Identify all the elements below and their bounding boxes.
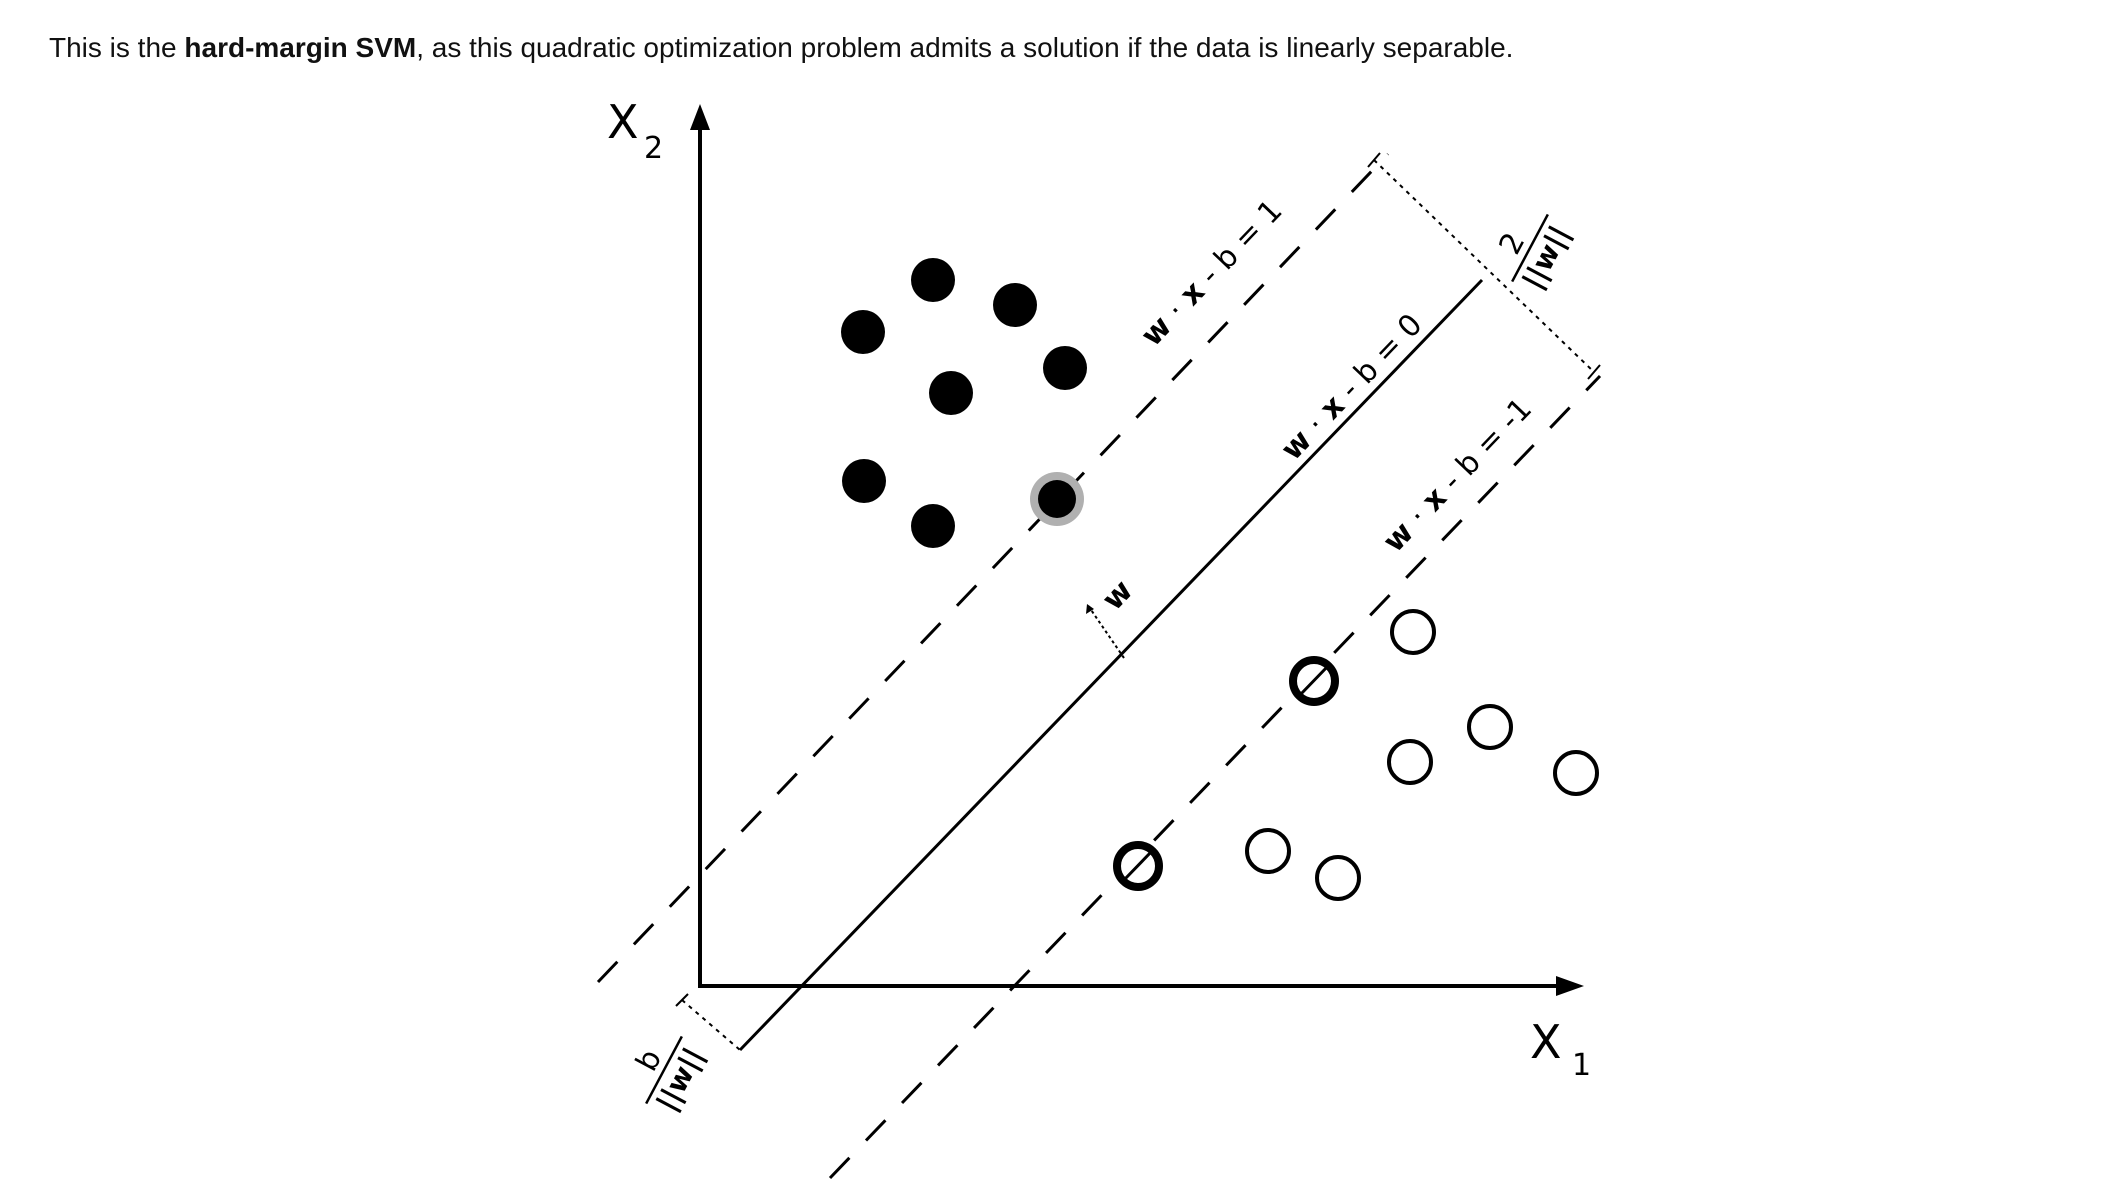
margin-width-fraction-bar xyxy=(1511,213,1549,283)
normal-vector-arrow-icon xyxy=(1086,604,1094,614)
hyperplane-label-rest: - b = 0 xyxy=(1327,307,1430,412)
positive-point xyxy=(842,459,886,503)
y-axis-arrow-icon xyxy=(690,104,710,130)
hyperplane-label: w · x - b = 0 xyxy=(1274,307,1429,467)
decision-hyperplane xyxy=(738,278,1484,1052)
positive-point xyxy=(1043,346,1087,390)
positive-support-vector xyxy=(1038,480,1076,518)
offset-dotted-line xyxy=(681,999,741,1051)
lower-margin-label: w · x - b = -1 xyxy=(1376,392,1539,560)
x-axis-subscript: 1 xyxy=(1572,1048,1591,1083)
support-vector-crossline xyxy=(1122,849,1154,882)
normal-vector-label: w xyxy=(1095,573,1139,617)
offset-tick-start xyxy=(675,993,689,1007)
lower-margin-line xyxy=(828,374,1602,1180)
offset-fraction-bar xyxy=(645,1035,683,1105)
positive-point xyxy=(929,371,973,415)
upper-margin-label: w · x - b = 1 xyxy=(1134,193,1289,353)
normal-vector-line xyxy=(1086,603,1125,659)
x-axis-letter: X xyxy=(1530,1015,1562,1069)
margin-width-tick-lower xyxy=(1587,364,1601,380)
caption-bold-term: hard-margin SVM xyxy=(184,32,417,63)
positive-point xyxy=(841,310,885,354)
support-vector-crossline xyxy=(1298,664,1330,697)
upper-margin-line xyxy=(596,152,1390,984)
upper-margin-label-rest: - b = 1 xyxy=(1187,193,1290,298)
negative-point xyxy=(1245,828,1291,874)
caption-suffix: , as this quadratic optimization problem… xyxy=(416,32,1514,63)
margin-width-tick-upper xyxy=(1367,152,1381,168)
negative-point xyxy=(1387,739,1433,785)
lower-margin-label-rest: - b = -1 xyxy=(1429,392,1539,505)
positive-point xyxy=(911,258,955,302)
caption-text: This is the hard-margin SVM, as this qua… xyxy=(49,30,1513,66)
negative-point xyxy=(1315,855,1361,901)
negative-point xyxy=(1467,704,1513,750)
y-axis-subscript: 2 xyxy=(644,131,663,166)
negative-point xyxy=(1390,609,1436,655)
y-axis-letter: X xyxy=(607,95,639,149)
positive-point xyxy=(993,283,1037,327)
x-axis-arrow-icon xyxy=(1556,976,1584,996)
margin-width-dotted-line xyxy=(1373,159,1595,373)
positive-point xyxy=(911,504,955,548)
caption-prefix: This is the xyxy=(49,32,185,63)
negative-point xyxy=(1553,750,1599,796)
